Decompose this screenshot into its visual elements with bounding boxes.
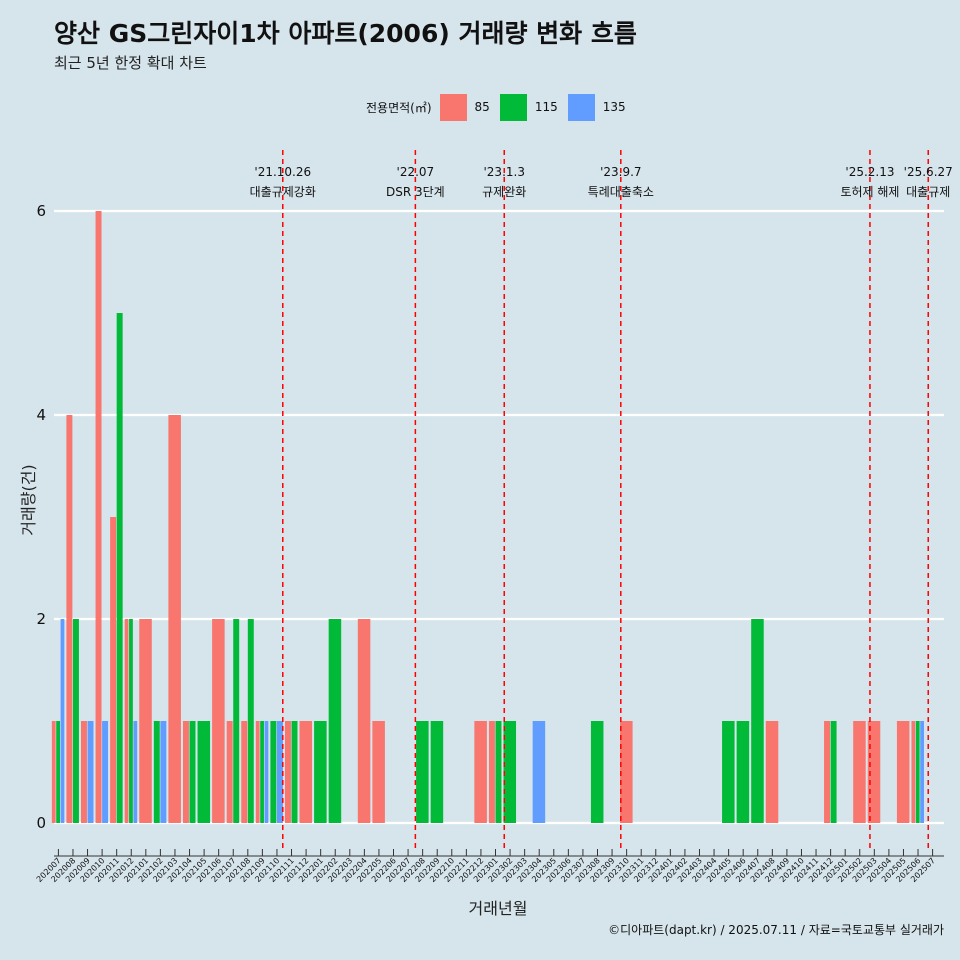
bar-202107-115 xyxy=(233,619,240,823)
bar-202204-85 xyxy=(357,619,371,823)
bar-202310-85 xyxy=(620,721,633,823)
bar-202009-135 xyxy=(87,721,94,823)
bar-202109-115 xyxy=(260,721,264,823)
legend: 전용면적(㎡) 85 115 135 xyxy=(366,93,636,121)
bar-202111-115 xyxy=(291,721,298,823)
legend-title: 전용면적(㎡) xyxy=(366,100,432,115)
y-tick-label-4: 4 xyxy=(36,406,46,424)
bar-202301-85 xyxy=(488,721,495,823)
bar-202102-115 xyxy=(153,721,160,823)
legend-label-115: 115 xyxy=(534,100,558,114)
bar-202506-85 xyxy=(911,721,916,823)
chart-title: 양산 GS그린자이1차 아파트(2006) 거래량 변화 흐름 xyxy=(54,19,637,48)
bar-202106-85 xyxy=(212,619,225,823)
bar-202109-135 xyxy=(264,721,269,823)
bar-202506-135 xyxy=(920,721,924,823)
bar-202103-85 xyxy=(168,415,181,823)
bar-202112-85 xyxy=(299,721,313,823)
bar-202012-115 xyxy=(129,619,133,823)
event-date-1: '22.07 xyxy=(397,165,435,179)
bar-202205-85 xyxy=(372,721,385,823)
event-label-1: DSR 3단계 xyxy=(386,185,445,199)
bar-202506-115 xyxy=(915,721,920,823)
bar-202010-135 xyxy=(102,721,109,823)
event-date-3: '23.9.7 xyxy=(600,165,641,179)
legend-swatch-135 xyxy=(567,93,595,121)
bar-202405-115 xyxy=(722,721,735,823)
bar-202412-115 xyxy=(830,721,837,823)
bar-202503-85 xyxy=(867,721,881,823)
y-tick-label-0: 0 xyxy=(36,814,46,832)
x-axis-title: 거래년월 xyxy=(469,899,528,918)
bar-202009-85 xyxy=(80,721,87,823)
bar-202012-85 xyxy=(124,619,129,823)
bar-202208-115 xyxy=(416,721,429,823)
event-date-4: '25.2.13 xyxy=(845,165,894,179)
bar-202109-85 xyxy=(255,721,260,823)
legend-item-85: 85 xyxy=(439,93,490,121)
bar-202406-115 xyxy=(736,721,750,823)
bar-202007-135 xyxy=(60,619,65,823)
bar-202108-85 xyxy=(241,721,248,823)
bar-202301-115 xyxy=(495,721,502,823)
bar-202105-115 xyxy=(197,721,211,823)
event-label-3: 특례대출축소 xyxy=(588,185,654,199)
legend-item-135: 135 xyxy=(567,93,626,121)
event-label-4: 토허제 해제 xyxy=(840,185,899,199)
event-date-2: '23.1.3 xyxy=(484,165,525,179)
bar-202101-85 xyxy=(139,619,152,823)
bar-202010-85 xyxy=(95,211,102,823)
bar-202412-85 xyxy=(824,721,831,823)
legend-swatch-115 xyxy=(499,93,527,121)
bar-202012-135 xyxy=(133,721,138,823)
bar-202302-115 xyxy=(503,721,517,823)
bar-202107-85 xyxy=(226,721,233,823)
bar-202502-85 xyxy=(853,721,866,823)
event-label-5: 대출규제 xyxy=(906,185,950,199)
event-date-0: '21.10.26 xyxy=(254,165,311,179)
bar-202505-85 xyxy=(896,721,910,823)
bar-202007-85 xyxy=(51,721,56,823)
source-caption: ©디아파트(dapt.kr) / 2025.07.11 / 자료=국토교통부 실… xyxy=(608,923,944,937)
bar-202007-115 xyxy=(56,721,60,823)
bar-202008-85 xyxy=(66,415,73,823)
bar-202108-115 xyxy=(247,619,254,823)
y-tick-label-2: 2 xyxy=(36,610,46,628)
y-axis-title: 거래량(건) xyxy=(19,464,38,535)
chart-subtitle: 최근 5년 한정 확대 차트 xyxy=(54,54,207,72)
y-tick-label-6: 6 xyxy=(36,202,46,220)
event-label-0: 대출규제강화 xyxy=(250,185,316,199)
event-label-2: 규제완화 xyxy=(482,185,526,199)
bar-202201-115 xyxy=(314,721,327,823)
bar-202111-85 xyxy=(284,721,291,823)
bar-202408-85 xyxy=(765,721,779,823)
legend-item-115: 115 xyxy=(499,93,558,121)
event-date-5: '25.6.27 xyxy=(904,165,953,179)
bar-202202-115 xyxy=(328,619,342,823)
bar-202008-115 xyxy=(72,619,79,823)
bar-202209-115 xyxy=(430,721,444,823)
bar-202104-115 xyxy=(189,721,196,823)
bar-202110-115 xyxy=(270,721,277,823)
bar-202212-85 xyxy=(474,721,487,823)
bar-202104-85 xyxy=(182,721,189,823)
legend-swatch-85 xyxy=(439,93,467,121)
bar-202011-85 xyxy=(110,517,117,823)
bar-202011-115 xyxy=(116,313,123,823)
bar-202304-135 xyxy=(532,721,546,823)
bar-202308-115 xyxy=(590,721,604,823)
bar-202407-115 xyxy=(751,619,764,823)
bar-202110-135 xyxy=(276,721,283,823)
legend-label-135: 135 xyxy=(602,100,626,114)
legend-label-85: 85 xyxy=(474,100,490,114)
bar-202102-135 xyxy=(160,721,167,823)
